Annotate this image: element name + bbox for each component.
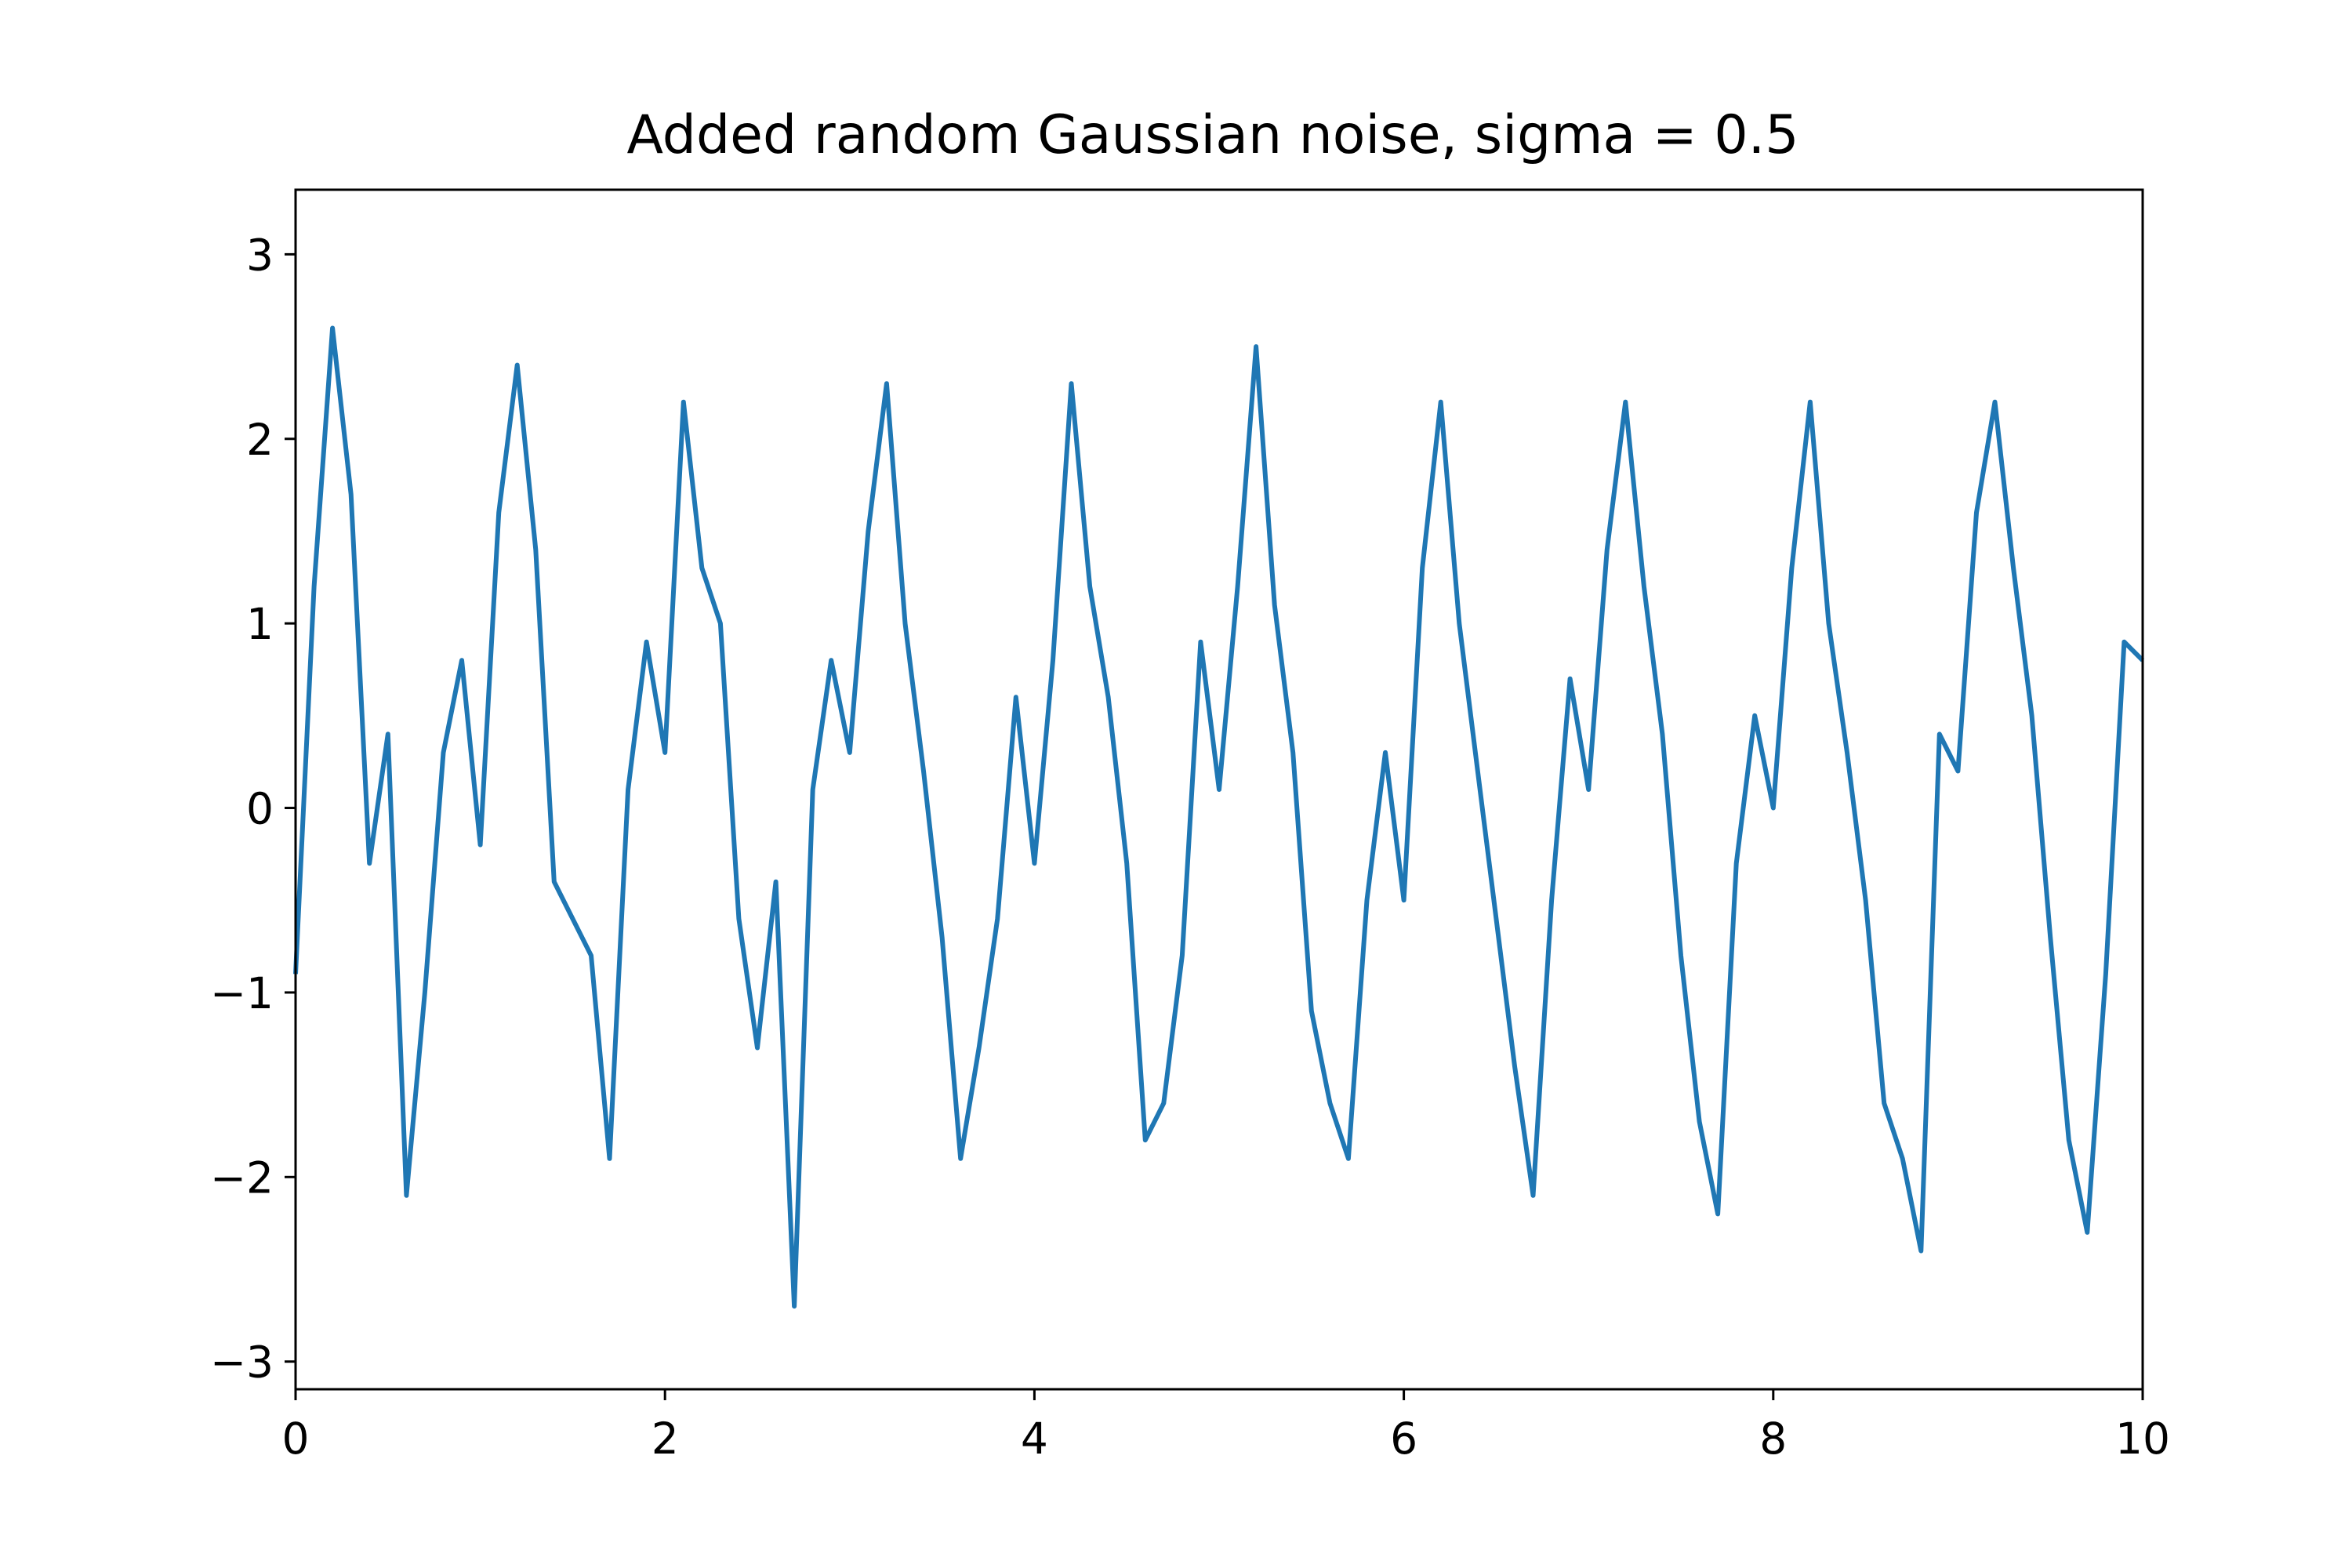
y-tick-label: 3: [246, 230, 274, 280]
x-tick-label: 10: [2115, 1414, 2170, 1464]
y-tick-label: −2: [210, 1152, 274, 1203]
x-tick-label: 2: [652, 1414, 679, 1464]
y-tick-label: 2: [246, 415, 274, 465]
x-tick-label: 4: [1021, 1414, 1048, 1464]
x-tick-label: 0: [282, 1414, 310, 1464]
y-tick-label: −1: [210, 968, 274, 1018]
y-tick-label: −3: [210, 1338, 274, 1388]
y-axis: −3 −2 −1 0 1 2 3: [210, 230, 296, 1388]
y-tick-label: 0: [246, 784, 274, 834]
x-tick-label: 8: [1759, 1414, 1787, 1464]
chart-title: Added random Gaussian noise, sigma = 0.5: [626, 104, 1798, 166]
plot-area-frame: [294, 188, 2144, 1391]
x-tick-label: 6: [1390, 1414, 1417, 1464]
series-line-0: [293, 325, 2145, 1309]
x-axis: 0 2 4 6 8 10: [282, 1389, 2170, 1464]
y-tick-label: 1: [246, 599, 274, 649]
series-group: [293, 325, 2145, 1309]
